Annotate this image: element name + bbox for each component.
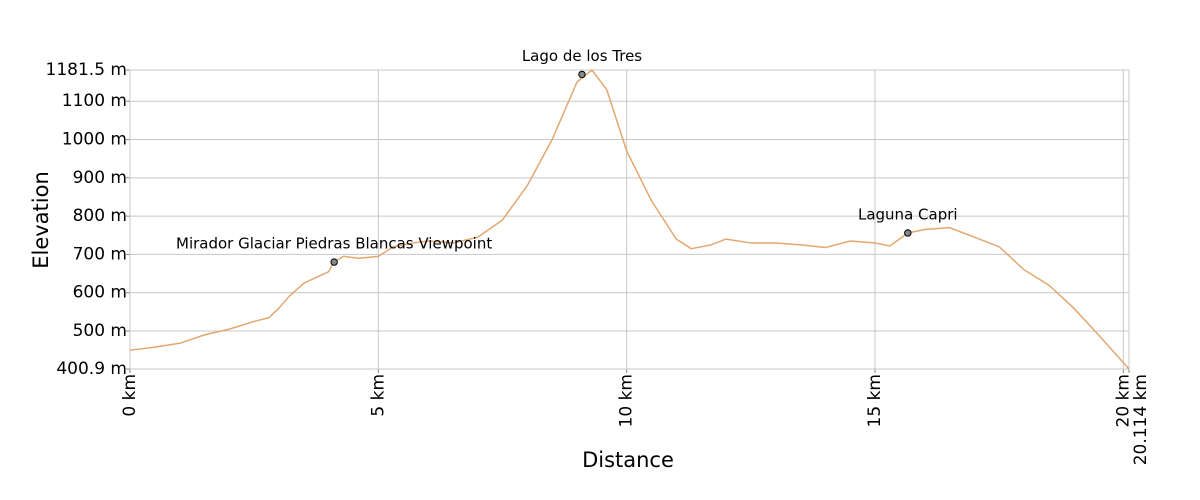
y-tick-label: 700 m xyxy=(73,244,127,264)
plot-border xyxy=(129,69,1130,370)
y-tick-label: 1181.5 m xyxy=(46,60,127,80)
x-tick-label: 5 km xyxy=(368,374,388,417)
waypoint-marker xyxy=(330,258,338,266)
waypoint-label: Lago de los Tres xyxy=(522,47,642,65)
waypoint-label: Laguna Capri xyxy=(858,205,958,223)
x-tick-label: 0 km xyxy=(120,374,140,417)
y-tick-label: 1100 m xyxy=(62,91,127,111)
x-tick-label: 20.114 km xyxy=(1131,374,1151,465)
waypoint-marker xyxy=(904,229,912,237)
x-tick-label: 10 km xyxy=(617,374,637,427)
waypoint-marker xyxy=(578,70,586,79)
y-tick-label: 900 m xyxy=(73,168,127,188)
x-tick-label: 15 km xyxy=(865,374,885,427)
y-tick-label: 400.9 m xyxy=(56,359,127,379)
y-axis-title: Elevation xyxy=(29,171,53,269)
y-tick-label: 800 m xyxy=(73,206,127,226)
y-tick-label: 600 m xyxy=(73,283,127,303)
elevation-line xyxy=(129,69,1130,370)
waypoint-label: Mirador Glaciar Piedras Blancas Viewpoin… xyxy=(176,235,492,253)
x-tick-label: 20 km xyxy=(1113,374,1133,427)
y-tick-label: 1000 m xyxy=(62,130,127,150)
y-tick-label: 500 m xyxy=(73,321,127,341)
x-axis-title: Distance xyxy=(582,448,674,472)
